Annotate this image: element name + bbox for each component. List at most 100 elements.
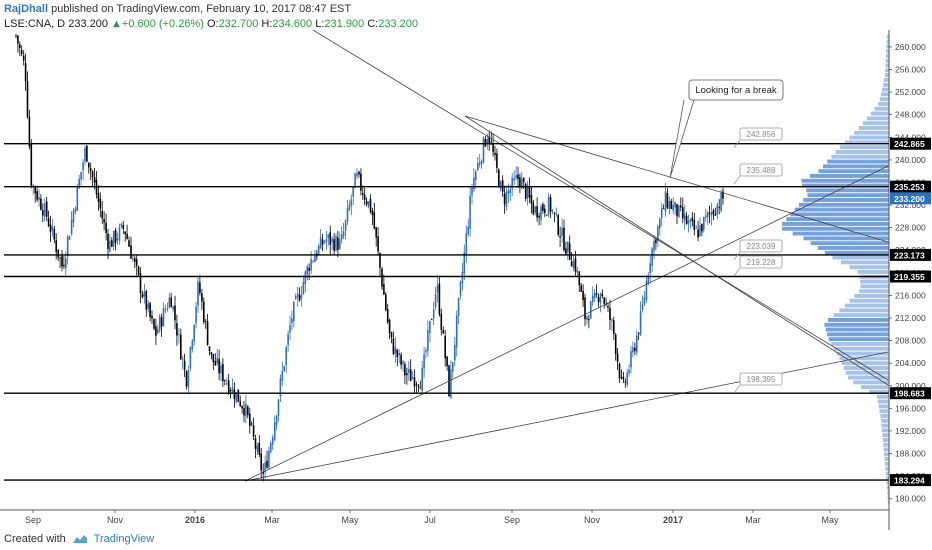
price-tick-label: 248.000 [895, 110, 926, 120]
tradingview-brand[interactable]: TradingView [93, 533, 155, 545]
price-tick-label: 196.000 [895, 403, 926, 413]
level-tag [890, 180, 931, 193]
price-axis[interactable]: 180.000184.000188.000192.000196.000200.0… [888, 30, 932, 530]
candle-body [593, 293, 596, 299]
author-link[interactable]: RajDhall [4, 3, 49, 15]
candle-body [203, 301, 205, 323]
volume-profile-bar [878, 404, 889, 409]
footer: Created with TradingView [4, 531, 154, 547]
candle-body [618, 363, 621, 379]
volume-profile-bar [841, 260, 889, 265]
ohlc-line: LSE:CNA, D 233.200 ▲+0.600 (+0.26%) O:23… [4, 17, 704, 32]
candle-body [249, 413, 251, 426]
volume-profile-bar [887, 500, 889, 505]
publish-info: published on TradingView.com, February 1… [51, 3, 352, 15]
candle-body [327, 234, 330, 238]
candle-body [446, 356, 448, 367]
candle-body [277, 399, 280, 416]
candle-body [258, 442, 261, 455]
candle-body [38, 197, 40, 200]
volume-profile-bar [881, 423, 889, 428]
trend-line[interactable] [312, 30, 889, 381]
volume-profile-bar [884, 452, 889, 457]
volume-profile-bar [806, 188, 890, 193]
candle-body [99, 198, 102, 209]
candle-body [703, 217, 705, 230]
candle-body [490, 141, 492, 143]
volume-profile-bar [835, 150, 889, 154]
candle-body [260, 453, 262, 471]
candle-body [362, 193, 364, 195]
candle-body [676, 204, 678, 217]
candle-body [229, 390, 232, 392]
candle-body [599, 294, 602, 304]
candle-body [294, 296, 297, 300]
candle-body [109, 240, 111, 252]
candle-body [419, 387, 422, 389]
candle-body [302, 281, 305, 294]
tradingview-logo-icon [72, 535, 87, 544]
volume-profile-bar [886, 44, 889, 49]
candle-body [208, 346, 211, 351]
candle-body [567, 241, 569, 252]
candle-body [486, 139, 489, 145]
candle-body [557, 215, 559, 235]
price-tick-label: 200.000 [895, 381, 926, 391]
candle-body [160, 317, 163, 327]
candle-body [298, 295, 301, 301]
horizontal-levels[interactable] [4, 142, 889, 481]
candle-body [532, 202, 535, 215]
annotation-callout[interactable]: Looking for a break [669, 79, 784, 179]
candle-body [180, 334, 182, 360]
candle-body [172, 306, 174, 310]
volume-profile-bar [832, 255, 889, 260]
candle-body [388, 319, 391, 333]
volume-profile-bar [817, 246, 889, 250]
candle-body [227, 380, 230, 393]
candle-body [78, 179, 80, 189]
volume-profile-bar [881, 87, 889, 92]
candle-body [377, 236, 379, 252]
annotation-box[interactable] [688, 79, 784, 101]
candle-body [390, 332, 393, 338]
volume-profile-bar [824, 250, 889, 255]
price-label-box [739, 127, 783, 141]
price-chart[interactable]: 242.856 235.488 223.039 219.228 198.395 Looki… [0, 30, 932, 530]
candle-body [137, 266, 140, 275]
level-tag-label: 183.294 [894, 476, 925, 486]
volume-profile-bar [823, 164, 889, 169]
candle-body [607, 306, 609, 308]
candle-body [59, 257, 61, 259]
candle-body [270, 443, 272, 452]
high-value: 234.600 [272, 18, 313, 30]
trend-line[interactable] [464, 115, 889, 243]
candle-body [285, 347, 287, 366]
volume-profile-bar [831, 342, 889, 346]
close-value: 233.200 [378, 18, 418, 30]
candle-body [107, 233, 109, 250]
candle-body [379, 253, 381, 268]
candle-body [34, 186, 36, 194]
volume-profile-bar [880, 92, 889, 97]
candle-body [674, 201, 676, 208]
candle-body [45, 201, 48, 217]
candle-body [245, 403, 247, 417]
volume-profile-bar [834, 346, 889, 351]
candle-body [691, 217, 694, 222]
candle-body [503, 193, 506, 205]
candle-body [616, 353, 619, 362]
candle-body [722, 191, 724, 199]
candle-body [363, 194, 366, 200]
price-label-pointer [733, 175, 741, 185]
candle-body [145, 291, 148, 310]
time-axis[interactable]: Sep Nov 2016 Mar May Jul Sep Nov 2017 Mar May [0, 509, 889, 525]
trend-line[interactable] [464, 115, 889, 386]
candle-body [647, 275, 650, 284]
candle-body [134, 258, 136, 262]
last-value: 233.200 [68, 18, 108, 30]
candle-body [155, 326, 157, 336]
low-value: 231.900 [324, 18, 365, 30]
candle-body [66, 237, 69, 257]
trend-line[interactable] [244, 165, 889, 482]
annotation-text: Looking for a break [695, 85, 777, 96]
